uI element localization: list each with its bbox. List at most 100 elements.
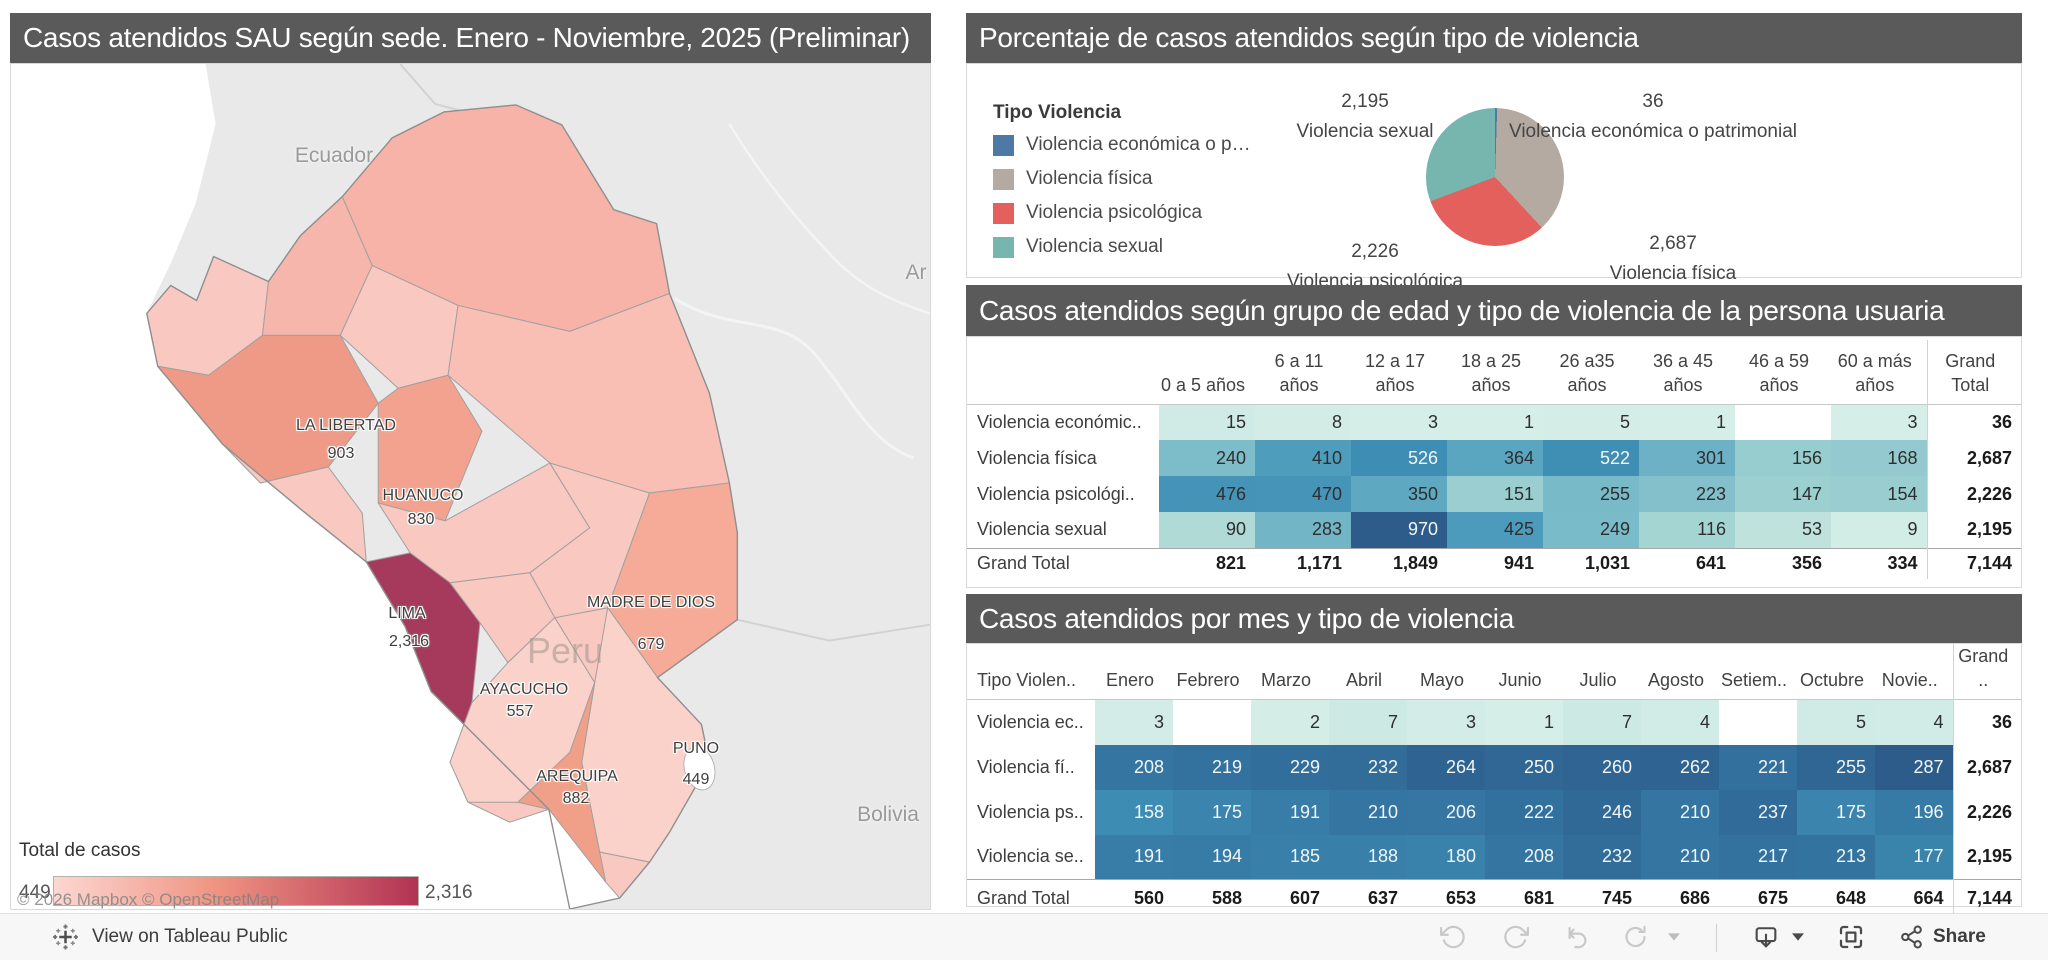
grand-total-cell[interactable]: 2,687: [1952, 744, 2021, 790]
heatmap-cell[interactable]: 1,849: [1392, 553, 1438, 574]
heatmap-cell[interactable]: 116: [1639, 512, 1735, 548]
heatmap-cell[interactable]: 158: [1095, 789, 1173, 835]
heatmap-cell[interactable]: 175: [1173, 789, 1251, 835]
column-header[interactable]: Enero: [1105, 670, 1155, 690]
column-header[interactable]: Febrero: [1176, 670, 1240, 690]
column-header[interactable]: Mayo: [1419, 670, 1464, 690]
grand-total-cell[interactable]: 2,195: [1952, 834, 2021, 880]
column-header[interactable]: 36 a 45 años: [1652, 350, 1714, 395]
heatmap-cell[interactable]: 206: [1407, 789, 1485, 835]
heatmap-cell[interactable]: [1173, 700, 1251, 745]
heatmap-cell[interactable]: 970: [1351, 512, 1447, 548]
column-header[interactable]: 60 a más años: [1837, 350, 1912, 395]
grand-total-header[interactable]: Grand Total: [1926, 340, 2021, 404]
refresh-icon[interactable]: [1622, 924, 1649, 951]
row-label[interactable]: Violencia se..: [977, 846, 1084, 867]
heatmap-cell[interactable]: 350: [1351, 476, 1447, 512]
heatmap-cell[interactable]: 745: [1601, 887, 1632, 908]
heatmap-cell[interactable]: 648: [1835, 887, 1866, 908]
heatmap-cell[interactable]: 222: [1485, 789, 1563, 835]
heatmap-cell[interactable]: 287: [1875, 744, 1953, 790]
grand-total-header[interactable]: Grand ..: [1952, 644, 2021, 700]
share-button[interactable]: Share: [1933, 926, 1986, 947]
heatmap-cell[interactable]: 90: [1159, 512, 1255, 548]
heatmap-cell[interactable]: 196: [1875, 789, 1953, 835]
heatmap-cell[interactable]: 470: [1255, 476, 1351, 512]
heatmap-cell[interactable]: 334: [1887, 553, 1918, 574]
heatmap-cell[interactable]: 217: [1719, 834, 1797, 880]
grand-total-cell[interactable]: 2,195: [1926, 512, 2021, 548]
heatmap-cell[interactable]: 526: [1351, 440, 1447, 476]
redo-icon[interactable]: [1502, 924, 1529, 951]
row-label[interactable]: Violencia económic..: [977, 411, 1142, 432]
heatmap-cell[interactable]: 262: [1641, 744, 1719, 790]
pie-legend-item[interactable]: Violencia psicológica: [993, 202, 1202, 224]
heatmap-cell[interactable]: 223: [1639, 476, 1735, 512]
heatmap-cell[interactable]: 188: [1329, 834, 1407, 880]
heatmap-cell[interactable]: 681: [1523, 887, 1554, 908]
heatmap-cell[interactable]: 821: [1215, 553, 1246, 574]
heatmap-cell[interactable]: 425: [1447, 512, 1543, 548]
row-label[interactable]: Violencia psicológi..: [977, 483, 1135, 504]
grand-total-cell[interactable]: 7,144: [1952, 879, 2021, 917]
heatmap-cell[interactable]: 8: [1255, 404, 1351, 440]
row-label[interactable]: Grand Total: [977, 553, 1070, 574]
heatmap-cell[interactable]: 4: [1641, 699, 1719, 745]
column-header[interactable]: Octubre: [1799, 670, 1865, 690]
heatmap-cell[interactable]: 151: [1447, 476, 1543, 512]
heatmap-cell[interactable]: 156: [1735, 440, 1831, 476]
heatmap-cell[interactable]: 185: [1251, 834, 1329, 880]
heatmap-cell[interactable]: [1735, 404, 1831, 440]
heatmap-cell[interactable]: 1: [1447, 404, 1543, 440]
heatmap-cell[interactable]: 476: [1159, 476, 1255, 512]
heatmap-cell[interactable]: 175: [1797, 789, 1875, 835]
heatmap-cell[interactable]: 2: [1251, 699, 1329, 745]
heatmap-cell[interactable]: 3: [1831, 404, 1927, 440]
heatmap-cell[interactable]: 1,031: [1584, 553, 1630, 574]
heatmap-cell[interactable]: 154: [1831, 476, 1927, 512]
heatmap-cell[interactable]: 210: [1641, 789, 1719, 835]
heatmap-cell[interactable]: 664: [1913, 887, 1944, 908]
heatmap-cell[interactable]: 686: [1679, 887, 1710, 908]
column-header[interactable]: 0 a 5 años: [1160, 374, 1246, 395]
heatmap-cell[interactable]: 210: [1641, 834, 1719, 880]
heatmap-cell[interactable]: 219: [1173, 744, 1251, 790]
heatmap-cell[interactable]: 240: [1159, 440, 1255, 476]
pie-legend-item[interactable]: Violencia sexual: [993, 236, 1163, 258]
column-header[interactable]: 26 a35 años: [1559, 350, 1615, 395]
heatmap-cell[interactable]: 191: [1251, 789, 1329, 835]
grand-total-cell[interactable]: 2,226: [1926, 476, 2021, 512]
heatmap-cell[interactable]: 301: [1639, 440, 1735, 476]
column-header[interactable]: Abril: [1345, 670, 1382, 690]
heatmap-cell[interactable]: 194: [1173, 834, 1251, 880]
heatmap-cell[interactable]: 249: [1543, 512, 1639, 548]
heatmap-cell[interactable]: 213: [1797, 834, 1875, 880]
heatmap-cell[interactable]: 1: [1639, 404, 1735, 440]
pie-legend-item[interactable]: Violencia económica o p…: [993, 134, 1251, 156]
heatmap-cell[interactable]: 637: [1367, 887, 1398, 908]
heatmap-cell[interactable]: 250: [1485, 744, 1563, 790]
heatmap-cell[interactable]: 210: [1329, 789, 1407, 835]
grand-total-cell[interactable]: 2,226: [1952, 789, 2021, 835]
heatmap-cell[interactable]: 5: [1543, 404, 1639, 440]
heatmap-cell[interactable]: 232: [1329, 744, 1407, 790]
heatmap-cell[interactable]: 237: [1719, 789, 1797, 835]
grand-total-cell[interactable]: 36: [1926, 404, 2021, 440]
row-label[interactable]: Violencia sexual: [977, 519, 1107, 540]
heatmap-cell[interactable]: 560: [1133, 887, 1164, 908]
heatmap-cell[interactable]: 177: [1875, 834, 1953, 880]
heatmap-cell[interactable]: 588: [1211, 887, 1242, 908]
column-header[interactable]: Novie..: [1881, 670, 1938, 690]
heatmap-cell[interactable]: 641: [1695, 553, 1726, 574]
share-icon[interactable]: [1898, 924, 1925, 951]
refresh-caret-icon[interactable]: [1668, 933, 1680, 941]
device-caret-icon[interactable]: [1792, 933, 1804, 941]
pie-chart[interactable]: [1426, 108, 1564, 246]
column-header[interactable]: Julio: [1579, 670, 1617, 690]
row-label[interactable]: Grand Total: [977, 887, 1070, 908]
view-on-tableau-link[interactable]: View on Tableau Public: [92, 926, 288, 947]
heatmap-cell[interactable]: 9: [1831, 512, 1927, 548]
heatmap-cell[interactable]: 4: [1875, 699, 1953, 745]
column-header[interactable]: Junio: [1498, 670, 1542, 690]
heatmap-cell[interactable]: 675: [1757, 887, 1788, 908]
